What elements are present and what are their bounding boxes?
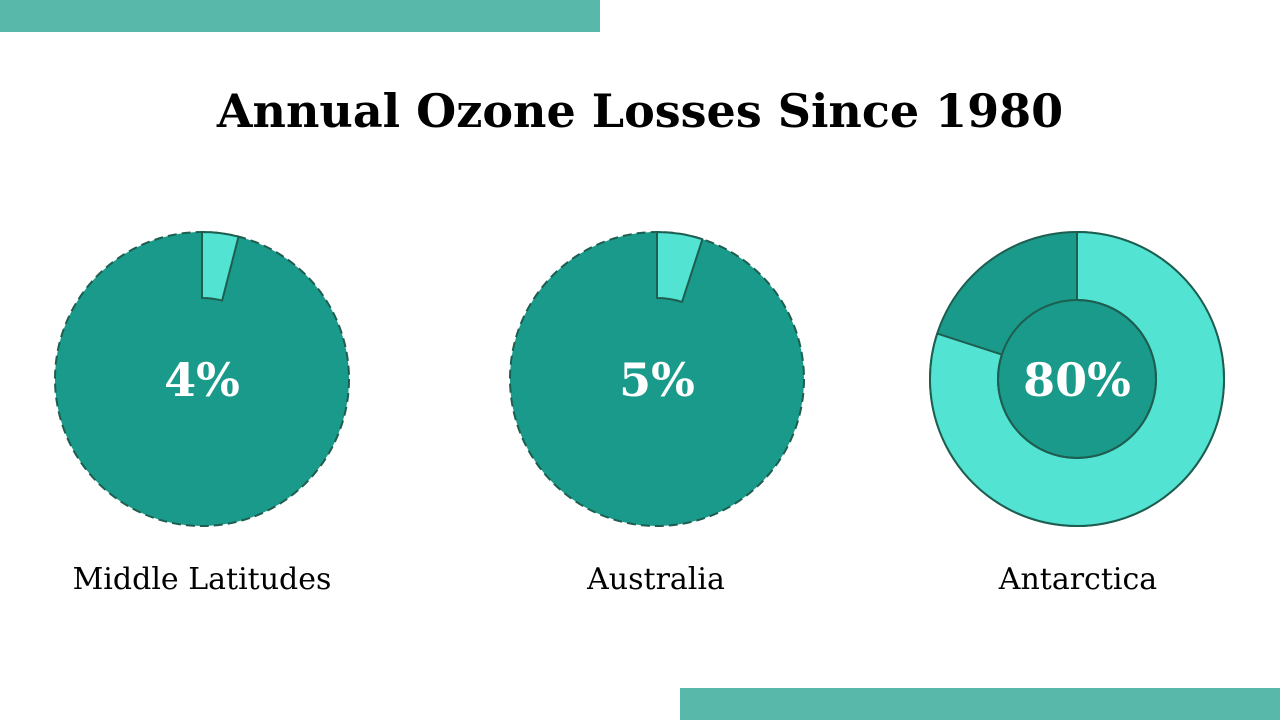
bottom-accent-bar [680, 688, 1280, 720]
value-slice [656, 231, 704, 303]
value-label: 5% [619, 353, 695, 407]
donut-hole [997, 299, 1157, 459]
chart-label-middle-latitudes: Middle Latitudes [72, 562, 332, 597]
value-label: 4% [164, 353, 240, 407]
page-title: Annual Ozone Losses Since 1980 [216, 84, 1064, 138]
chart-antarctica: 80% [929, 231, 1225, 527]
chart-label-antarctica: Antarctica [998, 562, 1158, 597]
top-accent-bar [0, 0, 600, 32]
chart-label-australia: Australia [587, 562, 725, 597]
value-slice [201, 231, 240, 302]
value-label: 80% [1023, 353, 1131, 407]
chart-middle-latitudes: 4% [54, 231, 350, 527]
chart-australia: 5% [509, 231, 805, 527]
